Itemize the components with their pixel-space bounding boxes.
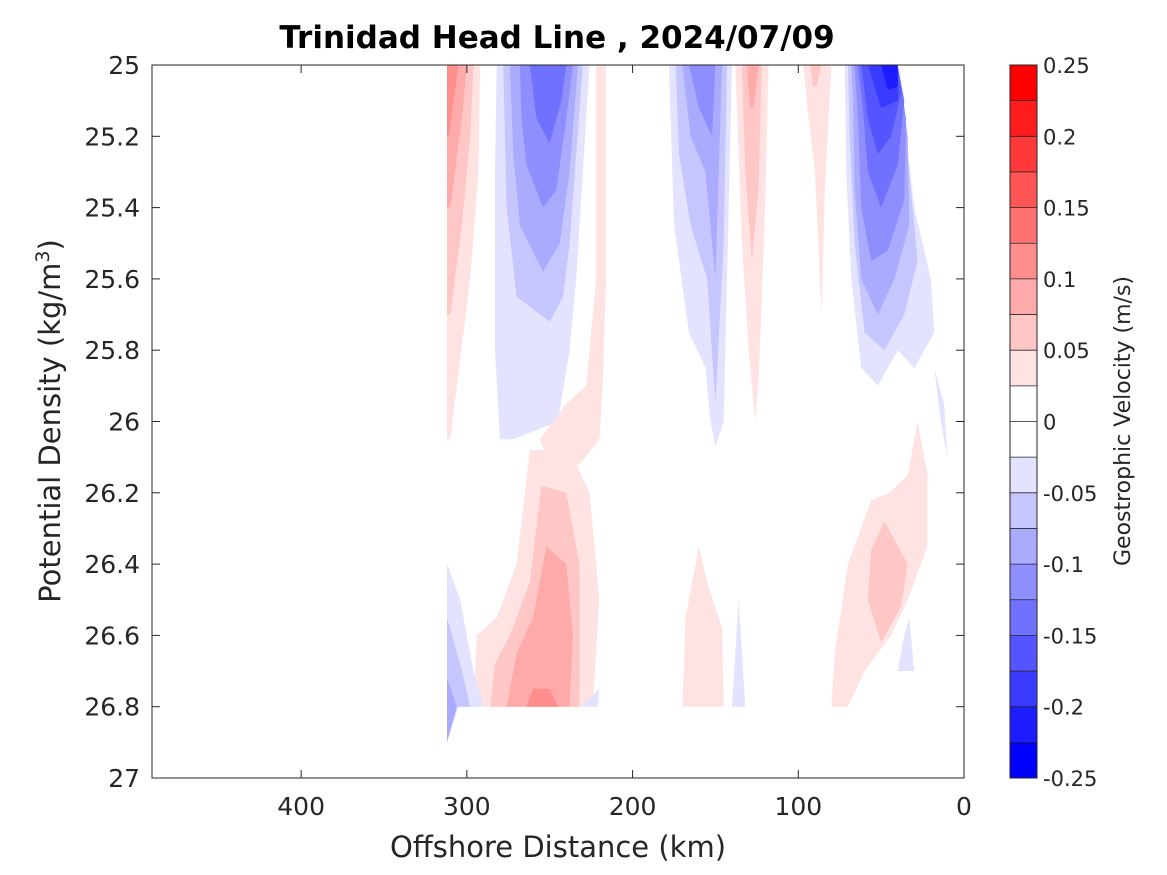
y-tick-label: 25.6: [84, 265, 140, 294]
contour-lower-260-pos-4: [526, 688, 558, 707]
y-axis-label-superscript: 3: [32, 250, 54, 262]
colorbar-level: [1010, 385, 1037, 422]
colorbar-level: [1010, 564, 1037, 600]
contour-jet-310-pos-4: [447, 65, 459, 137]
colorbar-level: [1010, 100, 1037, 137]
contour-lower-30-neg-1: [897, 617, 915, 671]
colorbar-level: [1010, 421, 1037, 458]
chart-title: Trinidad Head Line , 2024/07/09: [279, 20, 834, 56]
colorbar-level: [1010, 706, 1037, 743]
y-tick-label: 26: [108, 408, 140, 437]
x-tick-label: 100: [774, 792, 822, 821]
contour-edge-10-neg-1: [934, 368, 948, 458]
colorbar-level: [1010, 136, 1037, 172]
colorbar-level: [1010, 314, 1037, 351]
colorbar: [1009, 64, 1038, 779]
colorbar-tick-label: 0.15: [1043, 197, 1090, 221]
colorbar-ticks: 0.25 0.2 0.15 0.1 0.05 0 -0.05 -0.1 -0.15 -0.2 -0.…: [1043, 54, 1097, 791]
colorbar-level: [1010, 207, 1037, 244]
contour-lower-165-pos-1: [682, 546, 724, 707]
y-axis-label-close: ): [33, 239, 67, 250]
y-tick-label: 27: [108, 764, 140, 793]
y-tick-label: 26.8: [84, 693, 140, 722]
contour-jet-220-pos-1: [539, 65, 607, 475]
colorbar-level: [1010, 171, 1037, 208]
x-tick-label: 400: [277, 792, 325, 821]
colorbar-tick-label: 0.2: [1043, 125, 1076, 149]
contour-lower-130-neg-1: [732, 599, 746, 707]
colorbar-level: [1010, 599, 1037, 636]
x-axis-ticks: 400 300 200 100 0: [277, 65, 972, 821]
y-tick-label: 26.2: [84, 479, 140, 508]
y-axis-label-main: Potential Density (kg/m: [33, 263, 67, 603]
colorbar-tick-label: -0.25: [1043, 767, 1097, 791]
x-tick-label: 200: [609, 792, 657, 821]
y-tick-label: 26.4: [84, 550, 140, 579]
y-tick-label: 25.4: [84, 194, 140, 223]
colorbar-level: [1010, 243, 1037, 279]
colorbar-level: [1010, 65, 1037, 101]
contour-jet-130-pos-2: [741, 65, 762, 262]
y-tick-label: 25: [108, 51, 140, 80]
contour-lower-45-pos-2: [867, 521, 908, 643]
x-tick-label: 300: [443, 792, 491, 821]
y-axis-ticks: 25 25.2 25.4 25.6 25.8 26 26.2 26.4 26.6 26.8 27: [84, 51, 964, 793]
contour-jet-160-neg-4: [688, 65, 716, 137]
colorbar-level: [1010, 671, 1037, 707]
colorbar-level: [1010, 278, 1037, 315]
colorbar-tick-label: -0.15: [1043, 624, 1097, 648]
colorbar-level: [1010, 742, 1037, 778]
colorbar-label: Geostrophic Velocity (m/s): [1111, 276, 1136, 566]
colorbar-tick-label: -0.2: [1043, 696, 1084, 720]
colorbar-tick-label: 0: [1043, 411, 1056, 435]
contour-regions: [447, 65, 948, 743]
colorbar-border: [1009, 64, 1038, 779]
x-axis-label: Offshore Distance (km): [390, 830, 726, 864]
colorbar-level: [1010, 457, 1037, 493]
colorbar-tick-label: 0.05: [1043, 339, 1090, 363]
contour-jet-90-pos-1: [803, 65, 832, 315]
contour-jet-130-pos-3: [746, 65, 759, 108]
colorbar-level: [1010, 635, 1037, 672]
contour-jet-250-neg-5: [529, 65, 567, 144]
contour-jet-90-pos-2: [809, 65, 822, 87]
x-tick-label: 0: [956, 792, 972, 821]
contour-jet-40-neg-8: [881, 65, 898, 90]
colorbar-tick-label: -0.1: [1043, 553, 1084, 577]
contour-lower-225-neg-1: [581, 688, 600, 707]
contour-lower-260-pos-3: [506, 546, 573, 707]
y-axis-label: Potential Density (kg/m3): [32, 239, 67, 603]
colorbar-tick-label: 0.25: [1043, 54, 1090, 78]
contour-lower-310-neg-3: [447, 678, 457, 743]
y-tick-label: 26.6: [84, 621, 140, 650]
colorbar-level: [1010, 350, 1037, 386]
y-tick-label: 25.8: [84, 336, 140, 365]
colorbar-level: [1010, 528, 1037, 565]
colorbar-level: [1010, 492, 1037, 529]
y-tick-label: 25.2: [84, 122, 140, 151]
colorbar-tick-label: 0.1: [1043, 268, 1076, 292]
colorbar-tick-label: -0.05: [1043, 482, 1097, 506]
